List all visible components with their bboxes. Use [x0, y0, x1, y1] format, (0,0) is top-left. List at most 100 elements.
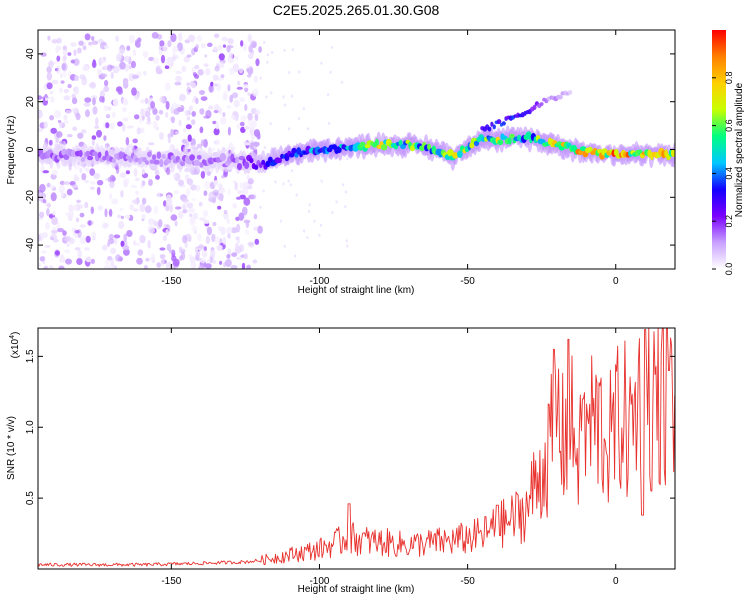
noise-blob [105, 122, 110, 129]
noise-blob [191, 67, 196, 74]
noise-blob [214, 65, 220, 72]
noise-blob [48, 139, 53, 146]
noise-blob [175, 70, 182, 75]
noise-blob [103, 265, 111, 269]
noise-blob [114, 238, 118, 245]
noise-blob [204, 263, 212, 269]
noise-blob [65, 258, 72, 265]
noise-blob [84, 33, 91, 41]
noise-blob [85, 235, 91, 243]
noise-blob [234, 242, 239, 249]
noise-blob [111, 198, 119, 205]
noise-blob [170, 116, 175, 124]
noise-blob [242, 206, 248, 216]
noise-blob [48, 60, 54, 68]
noise-blob [170, 214, 178, 221]
noise-blob [240, 115, 247, 122]
spectrogram-x-label: Height of straight line (km) [298, 285, 415, 296]
noise-blob [302, 107, 305, 111]
noise-blob [242, 43, 247, 52]
noise-blob [110, 247, 117, 255]
noise-blob [207, 42, 213, 47]
noise-blob [52, 226, 59, 231]
noise-blob [227, 126, 231, 136]
noise-blob [109, 180, 115, 189]
noise-blob [74, 75, 79, 82]
noise-blob [232, 63, 240, 73]
spectrogram-y-axis: -40 -20 0 20 40 [25, 48, 675, 252]
noise-blob [155, 69, 163, 75]
noise-blob [52, 79, 59, 85]
noise-blob [238, 212, 244, 221]
noise-blob [54, 250, 60, 256]
noise-blob [79, 74, 86, 80]
noise-blob [38, 95, 42, 100]
noise-blob [118, 220, 125, 230]
noise-blob [243, 84, 249, 89]
noise-blob [105, 113, 111, 119]
noise-blob [244, 87, 249, 93]
noise-blob [104, 208, 108, 218]
colorbar-ticks: 0.0 0.2 0.4 0.6 0.8 [712, 72, 734, 275]
noise-blob [217, 205, 222, 210]
noise-blob [129, 34, 135, 44]
chart-title: C2E5.2025.265.01.30.G08 [273, 2, 440, 18]
ridge-point [447, 149, 454, 157]
noise-blob [289, 183, 292, 187]
noise-blob [220, 226, 226, 236]
noise-blob [72, 126, 78, 132]
noise-blob [144, 110, 151, 118]
noise-blob [74, 229, 80, 234]
snr-x-label: Height of straight line (km) [298, 584, 415, 595]
ridge-point [336, 146, 342, 154]
noise-blob [294, 254, 297, 258]
noise-blob [135, 190, 139, 196]
noise-blob [71, 107, 79, 114]
noise-blob [247, 241, 255, 247]
noise-blob [156, 262, 161, 268]
noise-blob [130, 184, 138, 189]
noise-blob [282, 182, 285, 186]
spectrogram-panel: -150 -100 -50 0 -40 -20 0 20 40 Height of strai… [6, 29, 676, 296]
noise-blob [91, 231, 97, 240]
noise-blob [63, 114, 68, 121]
noise-blob [172, 173, 176, 178]
noise-blob [227, 38, 234, 45]
noise-blob [246, 68, 252, 73]
ridge-point [277, 157, 282, 164]
noise-blob [102, 222, 108, 229]
noise-blob [63, 95, 71, 101]
noise-blob [75, 112, 81, 121]
noise-blob [159, 40, 165, 47]
noise-blob [60, 80, 65, 84]
noise-blob [194, 64, 200, 70]
noise-blob [63, 120, 69, 124]
noise-blob [222, 112, 226, 117]
noise-blob [124, 55, 130, 63]
noise-blob [204, 68, 211, 76]
noise-blob [49, 184, 55, 189]
noise-blob [67, 134, 73, 138]
snr-y-scale-note: (x104) [9, 332, 21, 359]
noise-blob [199, 126, 204, 134]
noise-blob [132, 74, 139, 79]
noise-blob [344, 190, 348, 194]
noise-blob [318, 233, 321, 237]
noise-blob [40, 52, 47, 57]
noise-blob [125, 137, 130, 146]
noise-blob [212, 83, 218, 87]
noise-blob [190, 184, 197, 191]
noise-blob [153, 221, 160, 227]
noise-blob [265, 95, 268, 99]
noise-blob [79, 167, 83, 174]
noise-blob [182, 198, 189, 203]
noise-blob [66, 188, 73, 196]
noise-blob [141, 197, 147, 205]
noise-blob [220, 117, 227, 125]
noise-blob [79, 236, 87, 245]
noise-blob [234, 181, 238, 191]
noise-blob [122, 117, 129, 122]
noise-blob [291, 48, 295, 52]
ridge-point [267, 156, 273, 163]
ridge-point [111, 158, 117, 163]
